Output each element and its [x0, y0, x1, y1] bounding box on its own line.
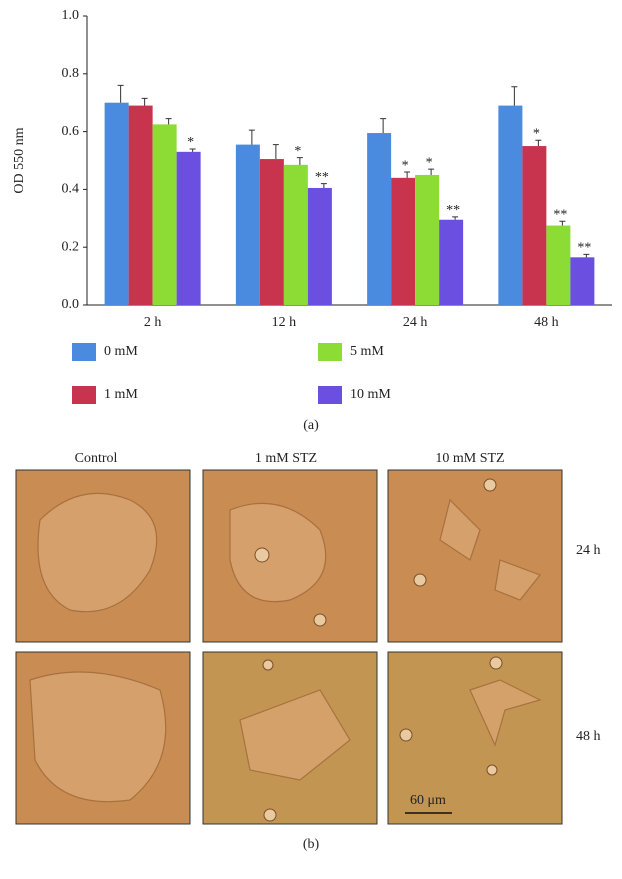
y-tick-label: 0.6	[62, 124, 80, 139]
legend-swatch	[72, 343, 96, 361]
image	[387, 651, 563, 825]
bar	[152, 124, 177, 305]
legend-swatch	[318, 343, 342, 361]
bar	[128, 105, 153, 305]
bar	[367, 133, 392, 305]
y-tick-label: 1.0	[62, 8, 80, 23]
bar	[570, 257, 595, 305]
legend-label: 0 mM	[104, 344, 138, 359]
cell	[489, 656, 503, 670]
error-bar	[117, 84, 124, 103]
cell	[239, 689, 351, 781]
legend-label: 5 mM	[350, 344, 384, 359]
error-bar	[189, 148, 196, 152]
cell	[262, 659, 274, 671]
cell	[254, 547, 270, 563]
error-bar	[248, 129, 255, 145]
bar	[259, 159, 284, 305]
significance-mark: *	[294, 144, 301, 159]
bar	[283, 164, 308, 305]
scale-bar-label: 60 μm	[410, 793, 446, 808]
y-tick-label: 0.0	[62, 297, 80, 312]
cell	[263, 808, 277, 822]
y-tick-label: 0.2	[62, 239, 80, 254]
legend-swatch	[318, 386, 342, 404]
error-bar	[511, 86, 518, 106]
bar	[522, 146, 547, 305]
row-label: 48 h	[576, 729, 601, 744]
bar	[415, 174, 440, 305]
legend-label: 1 mM	[104, 387, 138, 402]
bar	[439, 219, 464, 305]
cell	[37, 492, 158, 613]
error-bar	[452, 216, 459, 220]
cell	[483, 478, 497, 492]
bar	[176, 151, 201, 305]
error-bar	[141, 97, 148, 106]
significance-mark: *	[187, 135, 194, 150]
column-label: 10 mM STZ	[435, 451, 504, 466]
significance-mark: **	[446, 203, 460, 218]
column-label: Control	[75, 451, 118, 466]
bar	[104, 102, 129, 305]
column-label: 1 mM STZ	[255, 451, 317, 466]
error-bar	[296, 157, 303, 165]
cell	[229, 502, 327, 603]
cell	[494, 559, 541, 601]
significance-mark: **	[577, 241, 591, 256]
significance-mark: **	[315, 170, 329, 185]
cell	[469, 679, 542, 747]
significance-mark: *	[533, 126, 540, 141]
x-tick-label: 2 h	[144, 315, 162, 330]
bar	[546, 225, 571, 305]
cell	[313, 613, 327, 627]
cell	[29, 671, 167, 803]
error-bar	[428, 168, 435, 175]
bar	[235, 144, 260, 305]
significance-mark: *	[402, 158, 409, 173]
panel-label: (a)	[303, 418, 319, 433]
error-bar	[272, 144, 279, 160]
error-bar	[559, 220, 566, 226]
error-bar	[404, 171, 411, 178]
bar	[307, 187, 332, 305]
error-bar	[380, 118, 387, 134]
micrographs	[15, 469, 563, 825]
significance-mark: **	[553, 207, 567, 222]
row-label: 24 h	[576, 543, 601, 558]
x-tick-label: 48 h	[534, 315, 559, 330]
cell	[399, 728, 413, 742]
y-axis-label: OD 550 nm	[12, 127, 27, 193]
y-tick-label: 0.8	[62, 66, 80, 81]
x-tick-label: 12 h	[272, 315, 297, 330]
significance-mark: *	[426, 155, 433, 170]
x-tick-label: 24 h	[403, 315, 428, 330]
error-bar	[583, 253, 590, 258]
error-bar	[165, 118, 172, 125]
cell	[413, 573, 427, 587]
cell	[439, 498, 481, 561]
image	[387, 469, 563, 643]
cell	[486, 764, 498, 776]
legend-label: 10 mM	[350, 387, 391, 402]
bar	[498, 105, 523, 305]
panel-label: (b)	[303, 837, 320, 852]
error-bar	[320, 183, 327, 188]
error-bar	[535, 139, 542, 147]
y-tick-label: 0.4	[62, 182, 80, 197]
legend-swatch	[72, 386, 96, 404]
bar	[391, 177, 416, 305]
